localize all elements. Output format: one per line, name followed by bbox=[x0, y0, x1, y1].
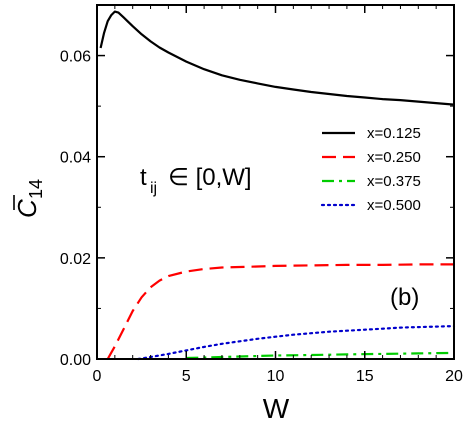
range-annotation: t ij ∈ [0,W] bbox=[140, 164, 252, 197]
range-annotation-subscript: ij bbox=[150, 180, 157, 197]
y-tick-label: 0.06 bbox=[60, 49, 91, 66]
y-tick-label: 0.02 bbox=[60, 251, 91, 268]
series-line-x=0.375 bbox=[186, 351, 455, 360]
legend-label: x=0.125 bbox=[367, 125, 421, 142]
x-axis-label: W bbox=[263, 393, 290, 424]
series-layer bbox=[99, 10, 456, 361]
x-tick-label: 20 bbox=[445, 368, 463, 385]
legend-label: x=0.250 bbox=[367, 149, 421, 166]
x-tick-label: 5 bbox=[182, 368, 191, 385]
series-line-x=0.250 bbox=[106, 263, 454, 360]
range-annotation-interval: ∈ [0,W] bbox=[168, 164, 252, 191]
series-line-x=0.500 bbox=[137, 325, 456, 361]
range-annotation-t: t bbox=[140, 164, 147, 191]
legend-label: x=0.375 bbox=[367, 173, 421, 190]
x-tick-label: 15 bbox=[356, 368, 374, 385]
y-axis-label: C 14 bbox=[12, 179, 46, 218]
x-tick-label: 10 bbox=[267, 368, 285, 385]
x-tick-label: 0 bbox=[93, 368, 102, 385]
y-tick-label: 0.04 bbox=[60, 150, 91, 167]
panel-label: (b) bbox=[390, 284, 419, 311]
ticks-layer: 0 5 10 15 20 0.00 0.02 0.04 0.06 bbox=[60, 5, 463, 385]
legend: x=0.125 x=0.250 x=0.375 x=0.500 bbox=[320, 125, 421, 214]
y-tick-label: 0.00 bbox=[60, 352, 91, 369]
y-axis-label-symbol: C bbox=[12, 199, 42, 218]
series-line-x=0.125 bbox=[99, 10, 455, 106]
y-axis-label-subscript: 14 bbox=[26, 179, 46, 199]
legend-label: x=0.500 bbox=[367, 197, 421, 214]
